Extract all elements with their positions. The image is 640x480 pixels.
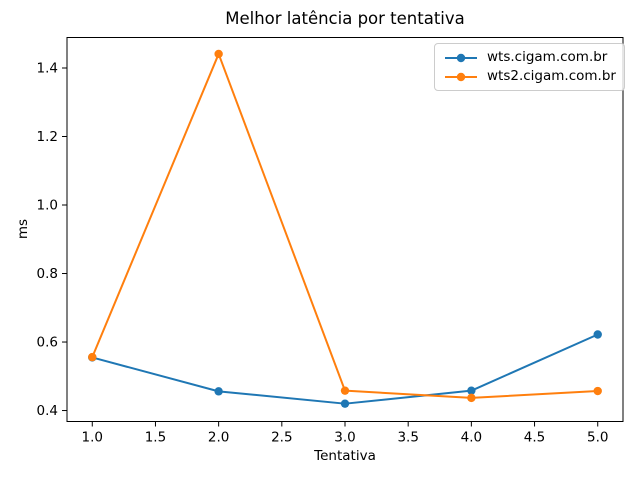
series-marker-0	[340, 399, 350, 408]
y-tick-label: 0.8	[37, 266, 58, 282]
y-tick-label: 1.0	[37, 198, 58, 214]
series-marker-0	[593, 330, 602, 339]
x-tick-label: 1.5	[145, 430, 166, 446]
axes-spines	[66, 37, 624, 422]
y-tick-label: 0.6	[37, 335, 58, 351]
y-tick-label: 0.4	[37, 403, 58, 419]
series-marker-1	[593, 386, 602, 396]
x-tick-label: 3.0	[334, 430, 355, 446]
legend-entry-series-0: wts.cigam.com.br	[444, 48, 616, 67]
legend-line-marker-sample-icon	[445, 72, 477, 81]
x-axis-label: Tentativa	[314, 448, 376, 464]
x-tick-label: 1.0	[82, 430, 103, 446]
y-tick-label: 1.4	[37, 61, 58, 77]
series-marker-0	[467, 386, 476, 395]
x-tick-label: 2.0	[208, 430, 229, 446]
legend-label-series-1: wts2.cigam.com.br	[487, 68, 616, 84]
series-marker-1	[467, 393, 476, 403]
x-tick-label: 4.5	[524, 430, 545, 446]
x-tick-label: 5.0	[587, 430, 608, 446]
x-tick-label: 2.5	[271, 430, 292, 446]
legend-line-marker-sample-icon	[445, 53, 477, 62]
y-axis-label: ms	[15, 218, 31, 240]
series-marker-1	[340, 386, 350, 395]
chart-title: Melhor latência por tentativa	[225, 9, 465, 28]
legend-entry-series-1: wts2.cigam.com.br	[444, 67, 616, 86]
series-marker-1	[214, 49, 223, 59]
y-tick-label: 1.2	[37, 129, 58, 145]
legend-label-series-0: wts.cigam.com.br	[487, 49, 608, 65]
legend: wts.cigam.com.br wts2.cigam.com.br	[434, 43, 625, 91]
x-tick-label: 3.5	[397, 430, 418, 446]
series-marker-1	[88, 352, 97, 362]
series-marker-0	[214, 387, 223, 396]
x-tick-label: 4.0	[461, 430, 482, 446]
